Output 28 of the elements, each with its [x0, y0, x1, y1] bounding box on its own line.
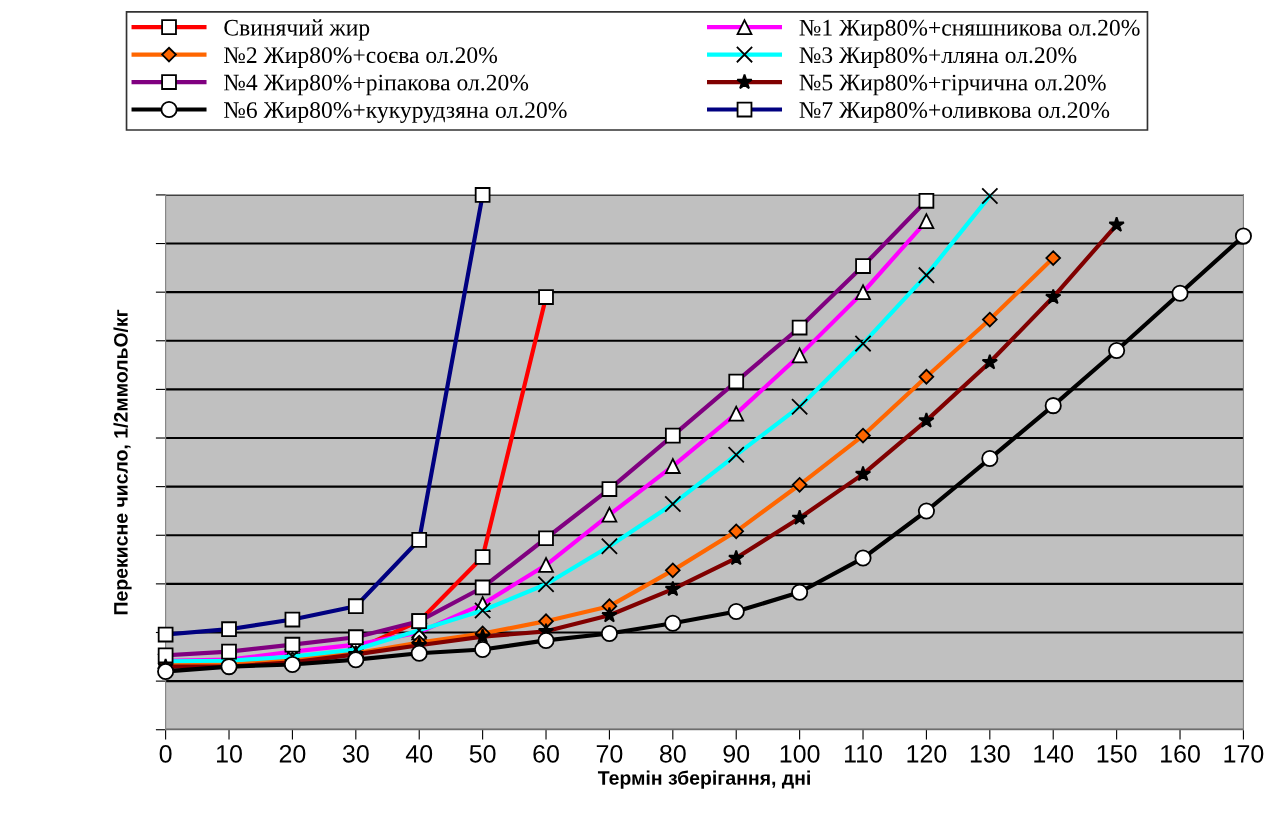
x-tick-label: 20 [279, 744, 306, 763]
legend-label: Свинячий жир [224, 19, 370, 41]
legend-label: №6 Жир80%+кукурудзяна ол.20% [224, 102, 567, 123]
legend-label: №7 Жир80%+оливкова ол.20% [799, 102, 1110, 123]
x-tick-label: 0 [159, 744, 172, 763]
x-tick-label: 50 [469, 744, 496, 763]
x-tick-label: 70 [596, 744, 623, 763]
legend-label: №4 Жир80%+ріпакова ол.20% [224, 74, 529, 96]
x-tick-label: 30 [342, 744, 369, 763]
x-axis-title: Термін зберігання, дні [597, 770, 810, 789]
y-axis-title: Перекисне число, 1/2ммольО/кг [113, 309, 132, 615]
legend-label: №5 Жир80%+гірчична ол.20% [799, 74, 1106, 96]
legend-label: №3 Жир80%+лляна ол.20% [799, 47, 1077, 68]
x-tick-label: 170 [1224, 744, 1264, 763]
x-tick-label: 120 [907, 744, 947, 763]
x-tick-label: 90 [723, 744, 750, 763]
x-tick-label: 140 [1034, 744, 1074, 763]
legend-label: №2 Жир80%+соєва ол.20% [224, 47, 498, 68]
x-tick-label: 10 [217, 744, 242, 763]
x-tick-label: 160 [1161, 744, 1200, 763]
x-tick-label: 40 [405, 744, 433, 763]
x-tick-label: 110 [845, 744, 882, 763]
x-tick-label: 80 [660, 744, 686, 763]
x-tick-label: 130 [970, 744, 1010, 763]
legend-label: №1 Жир80%+сняшникова ол.20% [799, 19, 1140, 41]
x-tick-label: 100 [780, 744, 820, 763]
x-tick-label: 60 [533, 744, 559, 763]
x-tick-label: 150 [1097, 744, 1137, 763]
